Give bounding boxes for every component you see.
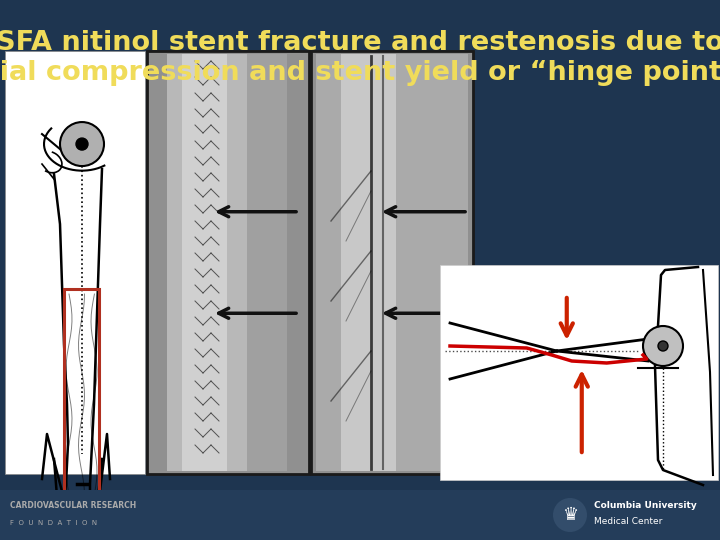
Bar	[440, 265, 718, 480]
Circle shape	[553, 498, 587, 532]
Circle shape	[60, 122, 104, 166]
Text: CARDIOVASCULAR RESEARCH: CARDIOVASCULAR RESEARCH	[10, 501, 136, 510]
Bar	[0, 490, 720, 540]
Circle shape	[76, 138, 88, 150]
Bar	[247, 54, 287, 471]
Bar	[167, 54, 247, 471]
Bar	[147, 51, 309, 474]
Bar	[5, 51, 145, 474]
Text: Medical Center: Medical Center	[594, 517, 662, 526]
Text: ♛: ♛	[562, 506, 578, 524]
Bar	[311, 51, 473, 474]
Bar	[341, 54, 396, 471]
Bar	[182, 54, 227, 471]
Bar	[0, 0, 720, 94]
Text: SFA nitinol stent fracture and restenosis due to: SFA nitinol stent fracture and restenosi…	[0, 30, 720, 56]
Text: F  O  U  N  D  A  T  I  O  N: F O U N D A T I O N	[10, 520, 97, 526]
Text: axial compression and stent yield or “hinge points”: axial compression and stent yield or “hi…	[0, 60, 720, 86]
Circle shape	[643, 326, 683, 366]
Circle shape	[658, 341, 668, 351]
Bar	[316, 54, 468, 471]
Text: Columbia University: Columbia University	[594, 502, 697, 510]
Bar	[64, 289, 99, 499]
